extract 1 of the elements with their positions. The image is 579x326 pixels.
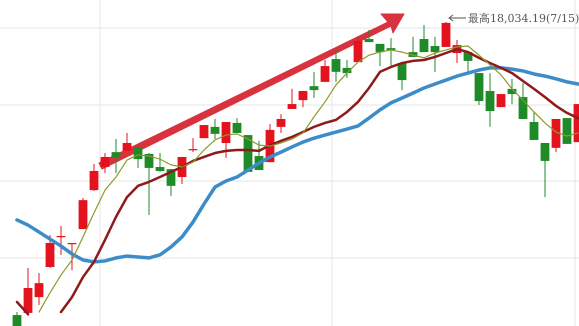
annotation: 最高18,034.19(7/15)	[468, 12, 579, 25]
